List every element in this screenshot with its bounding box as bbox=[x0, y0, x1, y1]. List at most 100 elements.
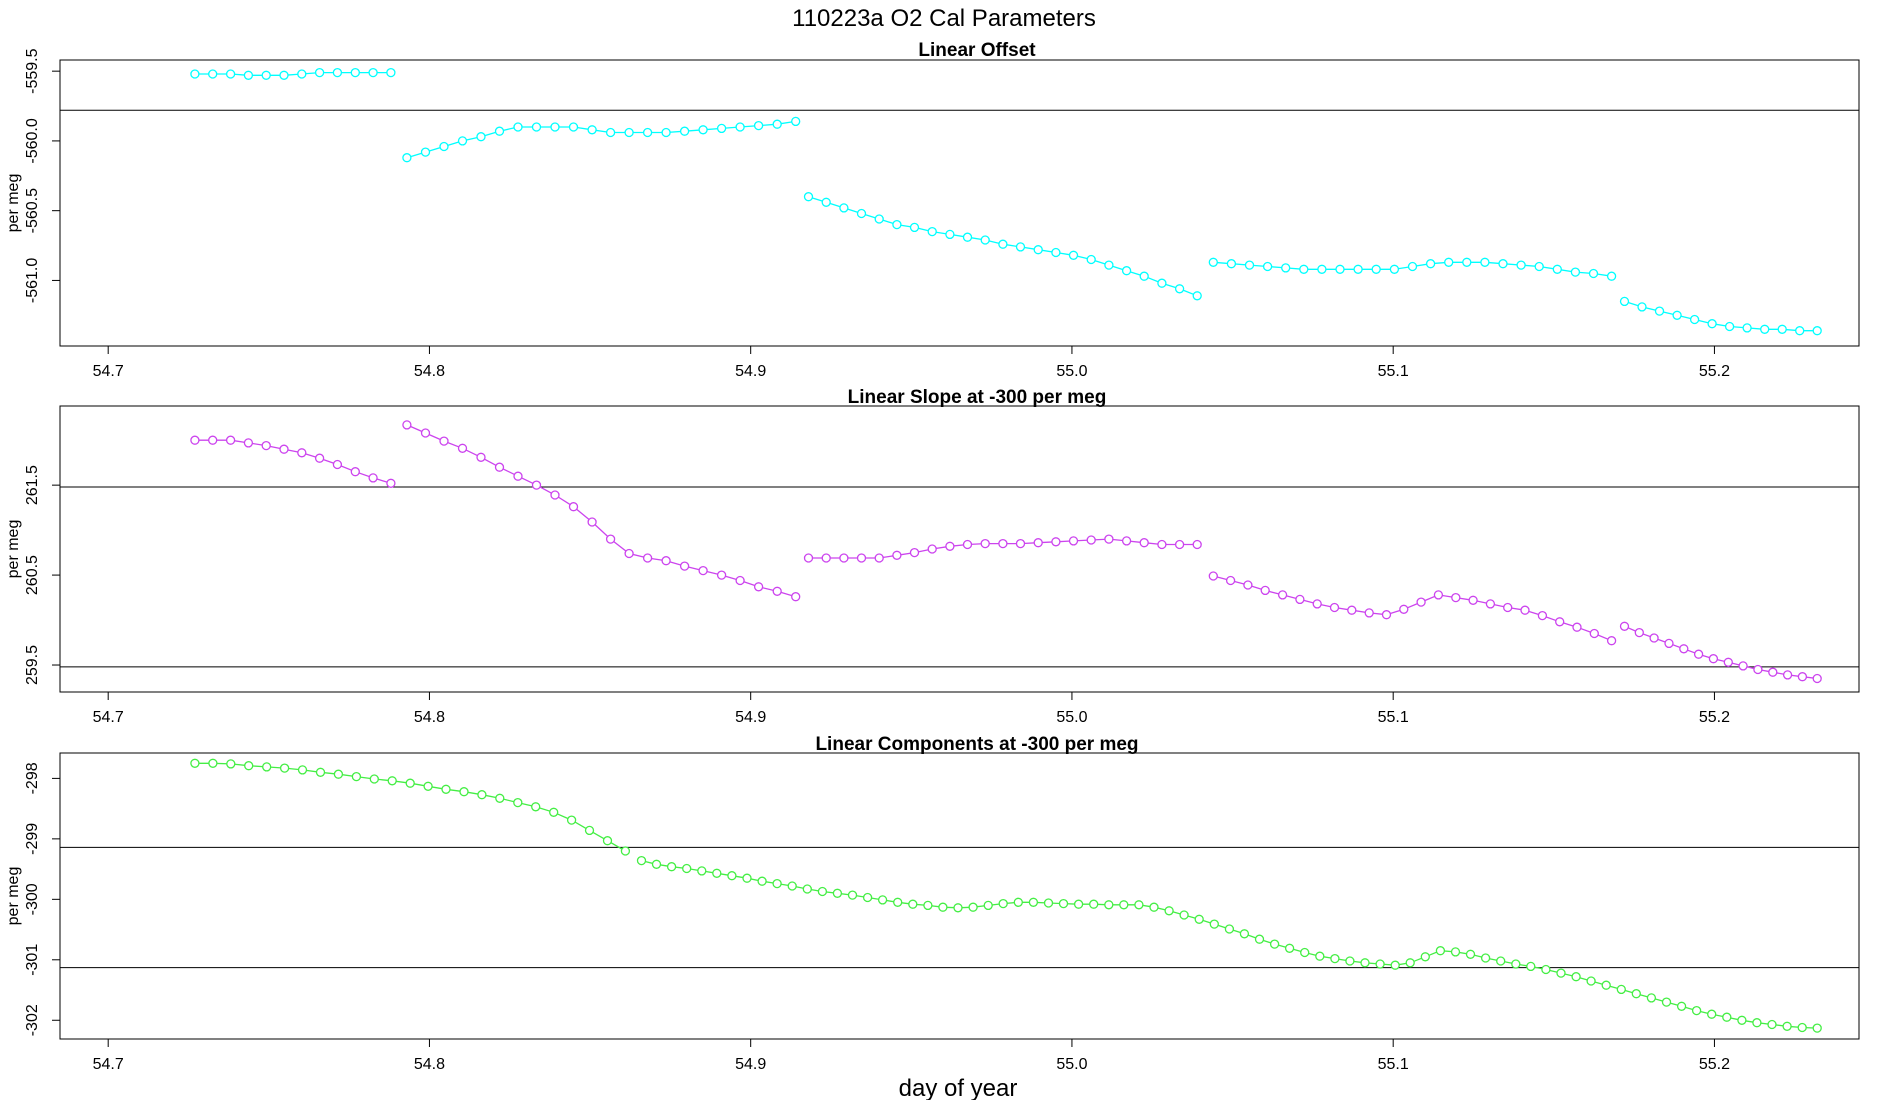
y-axis-label: per meg bbox=[5, 867, 22, 926]
x-tick-label: 54.8 bbox=[414, 709, 445, 726]
data-point bbox=[332, 67, 343, 78]
data-point bbox=[1534, 261, 1544, 272]
data-point bbox=[847, 890, 858, 900]
data-point bbox=[1516, 260, 1526, 270]
data-point bbox=[314, 67, 325, 78]
data-point bbox=[1174, 539, 1185, 550]
data-point bbox=[1503, 602, 1513, 613]
data-point bbox=[495, 793, 505, 803]
data-point bbox=[927, 226, 937, 237]
data-point bbox=[1254, 934, 1265, 944]
data-point bbox=[983, 900, 993, 911]
data-point bbox=[727, 871, 737, 881]
data-point bbox=[1606, 271, 1617, 281]
data-point bbox=[1753, 664, 1763, 675]
data-point bbox=[624, 548, 634, 559]
data-point bbox=[998, 538, 1008, 549]
data-point bbox=[698, 565, 708, 576]
data-point bbox=[1465, 949, 1476, 959]
data-point bbox=[1797, 672, 1808, 682]
data-point bbox=[1433, 590, 1444, 600]
data-point bbox=[1244, 260, 1255, 270]
data-point bbox=[387, 776, 397, 786]
x-tick-label: 54.9 bbox=[735, 709, 766, 726]
data-point bbox=[1450, 947, 1461, 957]
series-line bbox=[194, 762, 626, 852]
data-point bbox=[1738, 661, 1748, 671]
data-point bbox=[1243, 580, 1253, 590]
data-point bbox=[423, 781, 433, 791]
data-point bbox=[1480, 257, 1490, 267]
data-point bbox=[661, 556, 671, 566]
y-tick-label: 259.5 bbox=[24, 645, 41, 685]
data-point bbox=[772, 119, 782, 129]
data-point bbox=[1649, 633, 1659, 643]
data-point bbox=[1139, 538, 1149, 548]
data-point bbox=[568, 122, 579, 132]
series-line bbox=[406, 424, 796, 598]
data-point bbox=[1360, 958, 1370, 968]
data-point bbox=[1157, 278, 1167, 288]
data-point bbox=[243, 438, 254, 448]
x-tick-label: 55.1 bbox=[1378, 363, 1409, 380]
data-point bbox=[368, 67, 378, 78]
y-tick-label: -301 bbox=[24, 944, 41, 976]
data-point bbox=[817, 886, 828, 897]
data-point bbox=[1208, 571, 1218, 581]
data-point bbox=[1013, 897, 1023, 907]
data-point bbox=[803, 553, 814, 563]
data-point bbox=[1693, 649, 1704, 659]
data-point bbox=[735, 575, 745, 586]
data-point bbox=[1435, 946, 1446, 956]
data-point bbox=[877, 895, 888, 905]
data-point bbox=[208, 69, 218, 79]
data-point bbox=[1345, 956, 1355, 966]
data-point bbox=[350, 67, 360, 78]
data-point bbox=[1192, 291, 1202, 301]
data-point bbox=[1284, 943, 1295, 953]
data-point bbox=[839, 203, 849, 213]
data-point bbox=[550, 122, 560, 132]
data-point bbox=[1556, 968, 1566, 978]
data-point bbox=[279, 70, 289, 80]
data-point bbox=[386, 478, 396, 488]
data-point bbox=[938, 902, 948, 912]
data-point bbox=[620, 846, 631, 856]
data-point bbox=[1015, 242, 1026, 252]
data-point bbox=[457, 136, 468, 146]
x-tick-label: 54.7 bbox=[93, 363, 124, 380]
data-point bbox=[587, 517, 597, 527]
data-point bbox=[1317, 264, 1327, 274]
panel-linear-components: Linear Components at -300 per meg per me… bbox=[5, 734, 1860, 1073]
data-point bbox=[1364, 608, 1374, 618]
data-point bbox=[716, 123, 727, 134]
data-point bbox=[909, 547, 920, 558]
data-point bbox=[1420, 952, 1430, 962]
data-point bbox=[1654, 306, 1665, 316]
data-point bbox=[1782, 670, 1793, 680]
data-point bbox=[1375, 959, 1385, 969]
data-point bbox=[1299, 264, 1309, 274]
series-line bbox=[1624, 300, 1818, 332]
data-point bbox=[457, 443, 468, 453]
data-point bbox=[856, 208, 867, 219]
data-point bbox=[279, 444, 289, 454]
data-point bbox=[513, 797, 523, 808]
data-point bbox=[892, 550, 902, 560]
data-point bbox=[244, 761, 254, 771]
data-point bbox=[1752, 1018, 1762, 1028]
data-point bbox=[1353, 264, 1363, 274]
data-point bbox=[494, 126, 505, 136]
data-point bbox=[1315, 951, 1325, 961]
panel-linear-slope: Linear Slope at -300 per meg per meg 54.… bbox=[5, 387, 1860, 726]
data-point bbox=[441, 784, 451, 794]
data-point bbox=[909, 222, 920, 233]
data-point bbox=[802, 884, 812, 894]
data-point bbox=[1295, 594, 1305, 605]
data-point bbox=[1224, 924, 1235, 934]
data-point bbox=[1724, 321, 1735, 332]
data-point bbox=[666, 862, 677, 872]
data-point bbox=[587, 125, 597, 135]
data-point bbox=[1277, 590, 1288, 600]
data-point bbox=[1335, 264, 1345, 274]
